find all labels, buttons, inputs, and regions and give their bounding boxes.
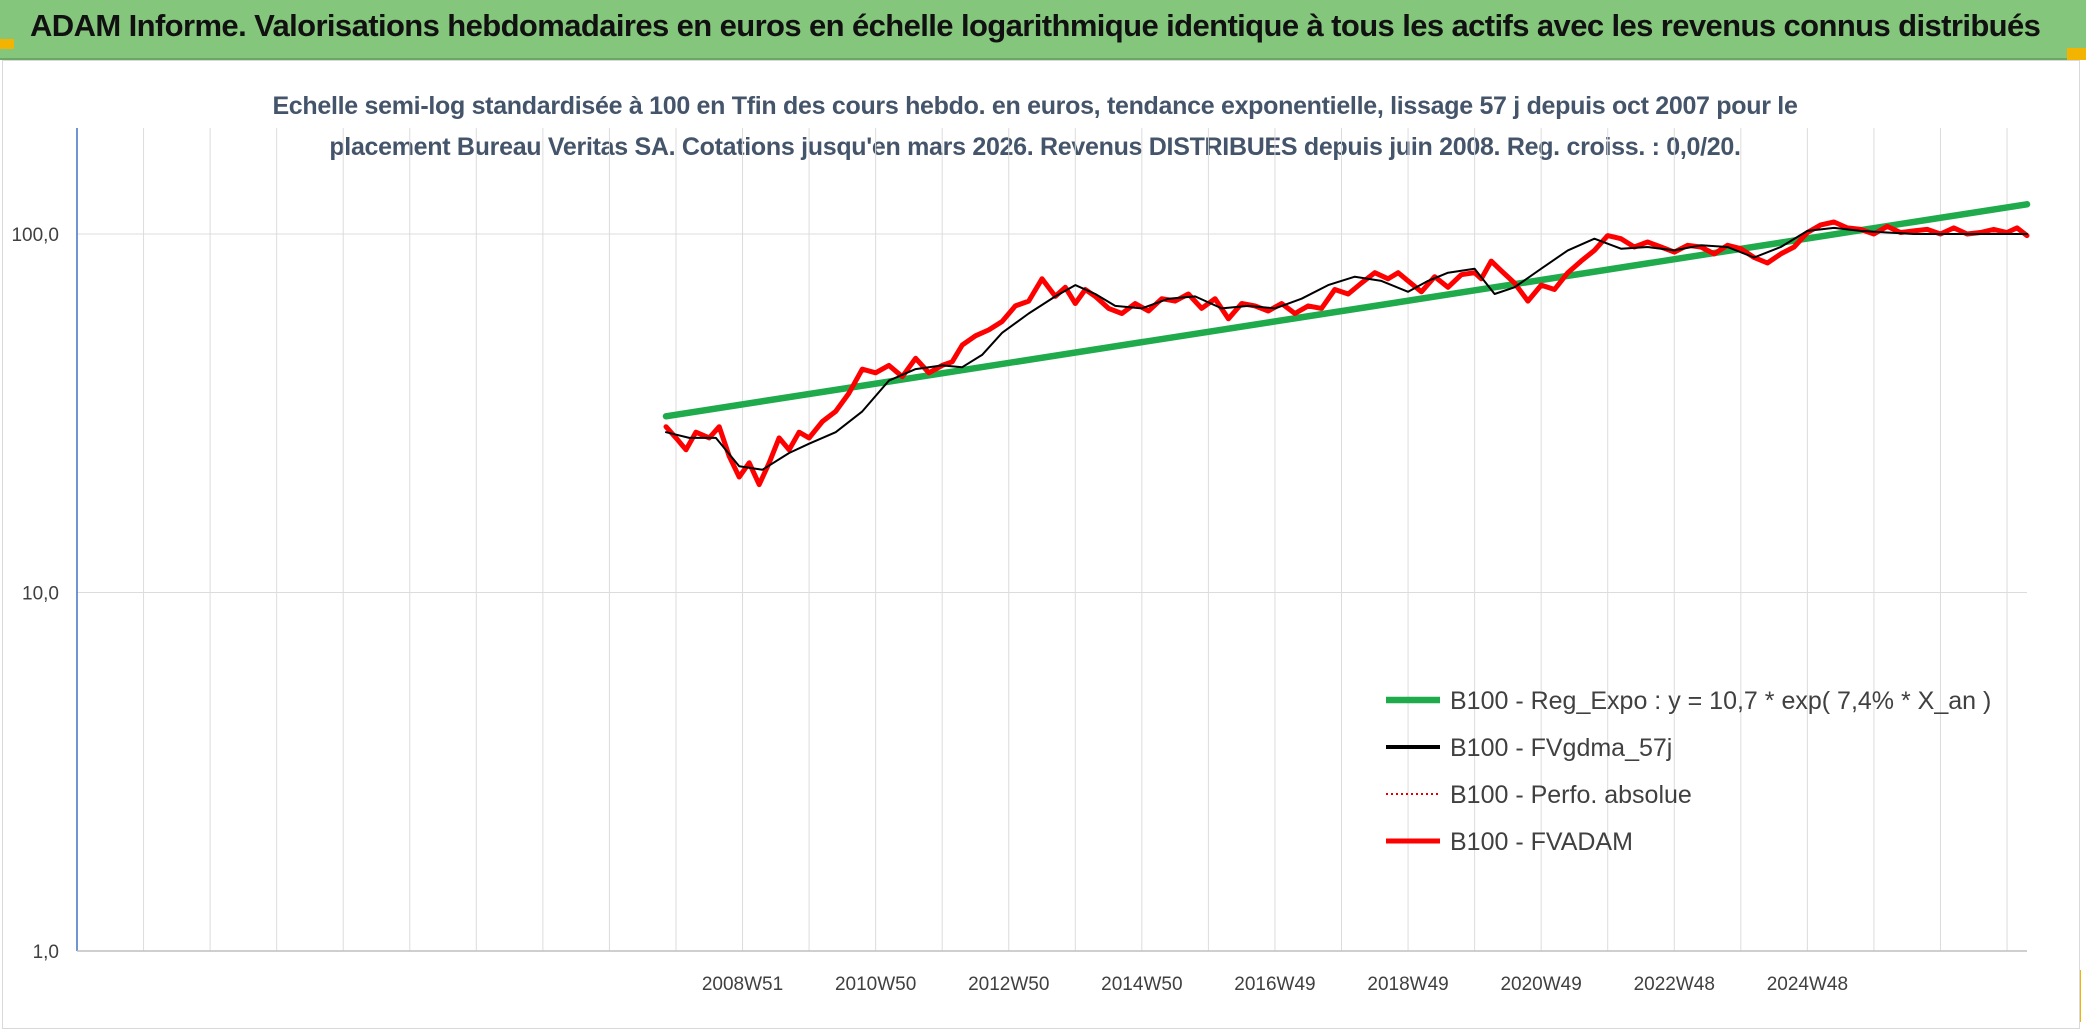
axes-layer: 1,0 10,0 100,0 2008W51 2010W50 2012W50 2014W50… bbox=[11, 128, 2027, 995]
chart-area bbox=[2, 60, 2080, 1029]
legend-label: B100 - FVADAM bbox=[1450, 828, 1633, 856]
x-tick-label: 2010W50 bbox=[835, 974, 916, 995]
y-tick-label: 1,0 bbox=[33, 942, 59, 963]
legend-label: B100 - Perfo. absolue bbox=[1450, 781, 1692, 809]
x-tick-label: 2008W51 bbox=[702, 974, 783, 995]
x-tick-label: 2016W49 bbox=[1234, 974, 1315, 995]
chart-title: Echelle semi-log standardisée à 100 en T… bbox=[240, 86, 1830, 168]
series-layer bbox=[662, 201, 2031, 488]
x-tick-label: 2014W50 bbox=[1101, 974, 1182, 995]
chart-title-line-1: Echelle semi-log standardisée à 100 en T… bbox=[272, 92, 1798, 120]
chart-title-line-2: placement Bureau Veritas SA. Cotations j… bbox=[329, 133, 1741, 161]
legend-label: B100 - FVgdma_57j bbox=[1450, 734, 1672, 762]
grid-layer bbox=[77, 128, 2027, 951]
x-tick-label: 2022W48 bbox=[1634, 974, 1715, 995]
x-tick-label: 2012W50 bbox=[968, 974, 1049, 995]
header-bar: ADAM Informe. Valorisations hebdomadaire… bbox=[0, 0, 2086, 60]
page-title: ADAM Informe. Valorisations hebdomadaire… bbox=[30, 8, 2041, 43]
series-fvadam-line bbox=[663, 219, 2030, 488]
x-tick-label: 2020W49 bbox=[1500, 974, 1581, 995]
legend-label: B100 - Reg_Expo : y = 10,7 * exp( 7,4% *… bbox=[1450, 687, 1991, 715]
y-tick-label: 10,0 bbox=[22, 584, 59, 605]
series-reg-expo-line bbox=[662, 201, 2031, 420]
x-tick-label: 2024W48 bbox=[1767, 974, 1848, 995]
legend: B100 - Reg_Expo : y = 10,7 * exp( 7,4% *… bbox=[1386, 687, 1991, 856]
x-tick-label: 2018W49 bbox=[1367, 974, 1448, 995]
corner-marker-top-right bbox=[2067, 48, 2086, 60]
y-tick-label: 100,0 bbox=[11, 225, 59, 246]
series-fvgdma-line bbox=[665, 226, 2028, 471]
corner-marker-top-left bbox=[0, 39, 14, 49]
